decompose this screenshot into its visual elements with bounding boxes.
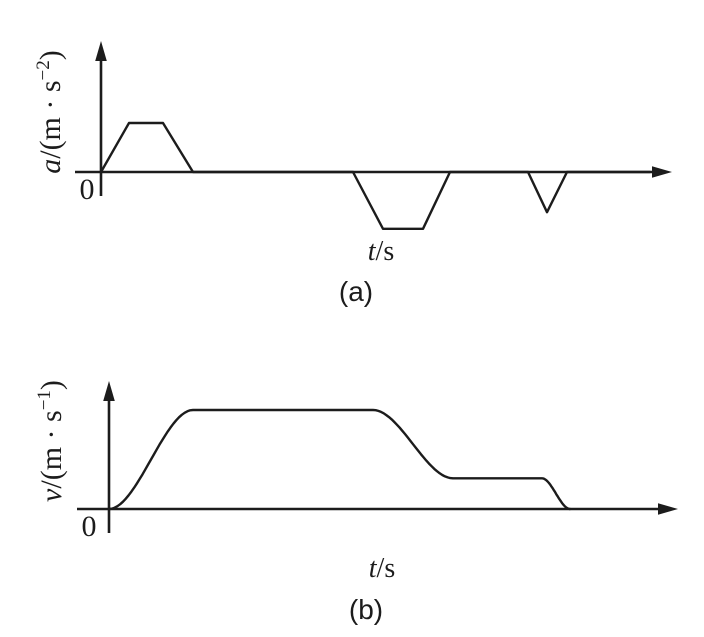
b-x-axis-label: t/s xyxy=(369,553,395,584)
a-x-axis-label-unit: /s xyxy=(376,236,395,267)
b-y-axis-label-unit: /(m · s xyxy=(35,410,68,488)
a-x-axis-label: t/s xyxy=(368,236,394,267)
a-origin-label: 0 xyxy=(80,173,95,206)
b-y-axis-label-variable: v xyxy=(35,488,68,502)
b-caption: (b) xyxy=(349,594,383,625)
b-y-axis-label-superscript: −1 xyxy=(34,390,55,410)
b-y-axis-label: v/(m · s−1) xyxy=(34,380,68,502)
a-y-axis-label-variable: a xyxy=(34,159,67,174)
velocity-curve xyxy=(107,408,572,511)
b-y-axis-label-close: ) xyxy=(35,380,68,390)
a-y-axis-label: a/(m · s−2) xyxy=(33,50,67,174)
acceleration-curve xyxy=(99,121,652,230)
plot-a: 0 a/(m · s−2) t/s (a) xyxy=(33,41,672,307)
b-x-axis-label-variable: t xyxy=(369,553,378,584)
a-y-axis-arrowhead-icon xyxy=(95,41,107,61)
a-x-axis-arrowhead-icon xyxy=(652,166,672,178)
b-x-axis-arrowhead-icon xyxy=(658,503,678,515)
b-y-axis-arrowhead-icon xyxy=(103,381,115,401)
a-y-axis-label-close: ) xyxy=(34,50,67,60)
a-x-axis-label-variable: t xyxy=(368,236,377,267)
a-caption: (a) xyxy=(339,276,373,307)
a-y-axis-label-superscript: −2 xyxy=(33,60,54,80)
b-origin-label: 0 xyxy=(82,510,97,543)
b-x-axis-label-unit: /s xyxy=(377,553,396,584)
plot-b: 0 v/(m · s−1) t/s (b) xyxy=(34,380,678,625)
a-y-axis-label-unit: /(m · s xyxy=(34,80,67,158)
